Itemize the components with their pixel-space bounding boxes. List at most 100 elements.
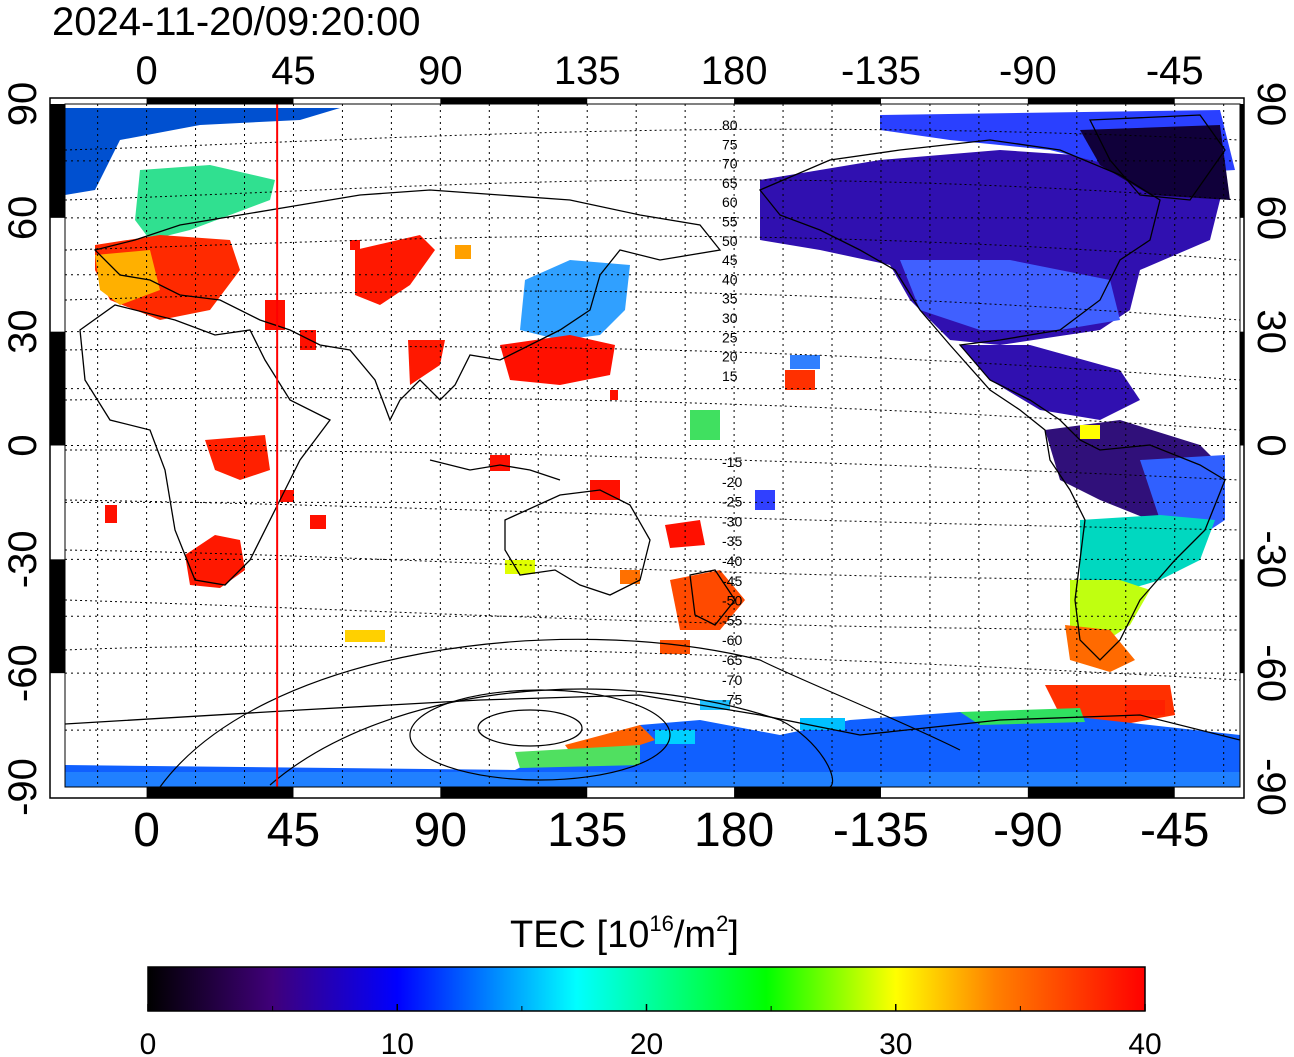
frame-bar-right <box>1240 559 1244 674</box>
top-axis-label: -45 <box>1146 49 1204 93</box>
contour-label: 75 <box>722 136 738 152</box>
top-axis-label: 90 <box>418 49 463 93</box>
bottom-axis-label: 45 <box>267 804 320 857</box>
colorbar-tick-label: 0 <box>140 1028 157 1057</box>
bottom-axis-label: 135 <box>547 804 627 857</box>
right-axis-label: 30 <box>1249 309 1293 354</box>
frame-bar-left <box>50 104 65 218</box>
contour-label: -75 <box>722 692 742 708</box>
left-axis-label: -90 <box>1 758 45 816</box>
top-axis-labels: 0 45 90 135 180 -135 -90 -45 <box>135 49 1203 93</box>
contour-label: -45 <box>722 573 742 589</box>
colorbar-tick-label: 30 <box>879 1028 912 1057</box>
bottom-axis-label: -90 <box>993 804 1062 857</box>
coastlines <box>65 114 1240 741</box>
tec-region-arctic-europe <box>65 108 340 195</box>
frame-bar-top <box>1027 98 1175 104</box>
colorbar-label: TEC [1016/m2] <box>510 911 739 956</box>
frame-bar-bottom <box>146 787 294 798</box>
tec-scatter-points-warm <box>345 245 1165 744</box>
right-axis-label: 90 <box>1249 82 1293 127</box>
right-axis-label: -30 <box>1249 530 1293 588</box>
map-frame <box>49 97 1245 799</box>
right-axis-label: 0 <box>1249 434 1293 456</box>
tec-region-africa-central <box>205 435 270 480</box>
top-axis-label: 135 <box>554 49 621 93</box>
frame-bar-top <box>734 98 881 104</box>
tec-region-usa-midwest <box>900 260 1120 330</box>
contour-label: 50 <box>722 233 738 249</box>
contour-lines <box>65 128 1240 681</box>
contour-label: -60 <box>722 632 742 648</box>
tec-region-antarctic-green <box>515 745 640 768</box>
left-axis-label: 0 <box>1 434 45 456</box>
contour-label: 15 <box>722 368 738 384</box>
right-axis-label: 60 <box>1249 196 1293 241</box>
contour-label: 20 <box>722 349 738 365</box>
tec-region-sa-mid <box>1080 515 1215 595</box>
frame-bar-bottom <box>440 787 588 798</box>
colorbar-ticks: 0 10 20 30 40 <box>140 1004 1162 1057</box>
tec-region-iberia <box>95 250 160 305</box>
contour-label: -50 <box>722 593 742 609</box>
left-axis-label: 30 <box>1 309 45 354</box>
contour-label: -25 <box>722 494 742 510</box>
tec-region-pacific-south <box>665 520 705 548</box>
right-axis-label: -90 <box>1249 758 1293 816</box>
frame-bar-left <box>50 559 65 674</box>
map-grid <box>65 104 1240 787</box>
bottom-axis-label: -45 <box>1140 804 1209 857</box>
bottom-axis-label: 90 <box>414 804 467 857</box>
bottom-axis-labels: 0 45 90 135 180 -135 -90 -45 <box>133 804 1209 857</box>
contour-labels: 80 75 70 65 60 55 50 45 40 35 30 25 20 15 -15 -20 -25 -30… <box>722 117 742 708</box>
frame-bar-bottom <box>734 787 881 798</box>
tec-region-greenland <box>1080 125 1230 200</box>
frame-bar-right <box>1240 104 1244 218</box>
contour-label: 60 <box>722 194 738 210</box>
tec-region-india <box>408 340 445 385</box>
frame-bar-top <box>146 98 294 104</box>
contour-label: 45 <box>722 252 738 268</box>
tec-region-patagonia <box>1065 625 1135 672</box>
top-axis-label: -90 <box>999 49 1057 93</box>
contour-label: -15 <box>722 454 742 470</box>
tec-data-layer <box>65 108 1240 787</box>
contour-label: 70 <box>722 156 738 172</box>
contour-label: 40 <box>722 271 738 287</box>
contour-label: 65 <box>722 175 738 191</box>
tec-region-china-south <box>500 335 615 385</box>
contour-label: -20 <box>722 474 742 490</box>
bottom-axis-label: 0 <box>133 804 160 857</box>
right-axis-label: -60 <box>1249 644 1293 702</box>
left-axis-label: 90 <box>1 82 45 127</box>
contour-label: 30 <box>722 310 738 326</box>
contour-label: -65 <box>722 652 742 668</box>
contour-label: -40 <box>722 553 742 569</box>
tec-region-antarctica-south <box>65 772 1240 787</box>
contour-label: -55 <box>722 612 742 628</box>
tec-region-asia-north <box>355 235 435 305</box>
left-axis-labels: 90 60 30 0 -30 -60 -90 <box>1 82 45 816</box>
tec-scatter-points <box>105 240 620 529</box>
bottom-axis-label: -135 <box>833 804 929 857</box>
left-axis-label: -30 <box>1 530 45 588</box>
contour-label: -30 <box>722 513 742 529</box>
top-axis-label: 45 <box>271 49 316 93</box>
contour-label: -35 <box>722 533 742 549</box>
tec-region-scandinavia <box>135 165 275 240</box>
frame-tick-bars <box>50 98 1244 798</box>
tec-region-antarctica <box>65 712 1240 787</box>
contour-label: 35 <box>722 291 738 307</box>
colorbar-tick-label: 10 <box>381 1028 414 1057</box>
top-axis-label: -135 <box>841 49 921 93</box>
contour-label: 80 <box>722 117 738 133</box>
tec-region-south-africa <box>185 535 245 588</box>
frame-bar-top <box>440 98 588 104</box>
colorbar-tick-label: 20 <box>630 1028 663 1057</box>
contour-lines-south <box>159 638 961 787</box>
right-axis-labels: 90 60 30 0 -30 -60 -90 <box>1249 82 1293 816</box>
frame-bar-right <box>1240 331 1244 446</box>
top-axis-label: 0 <box>135 49 157 93</box>
colorbar <box>147 966 1146 1012</box>
